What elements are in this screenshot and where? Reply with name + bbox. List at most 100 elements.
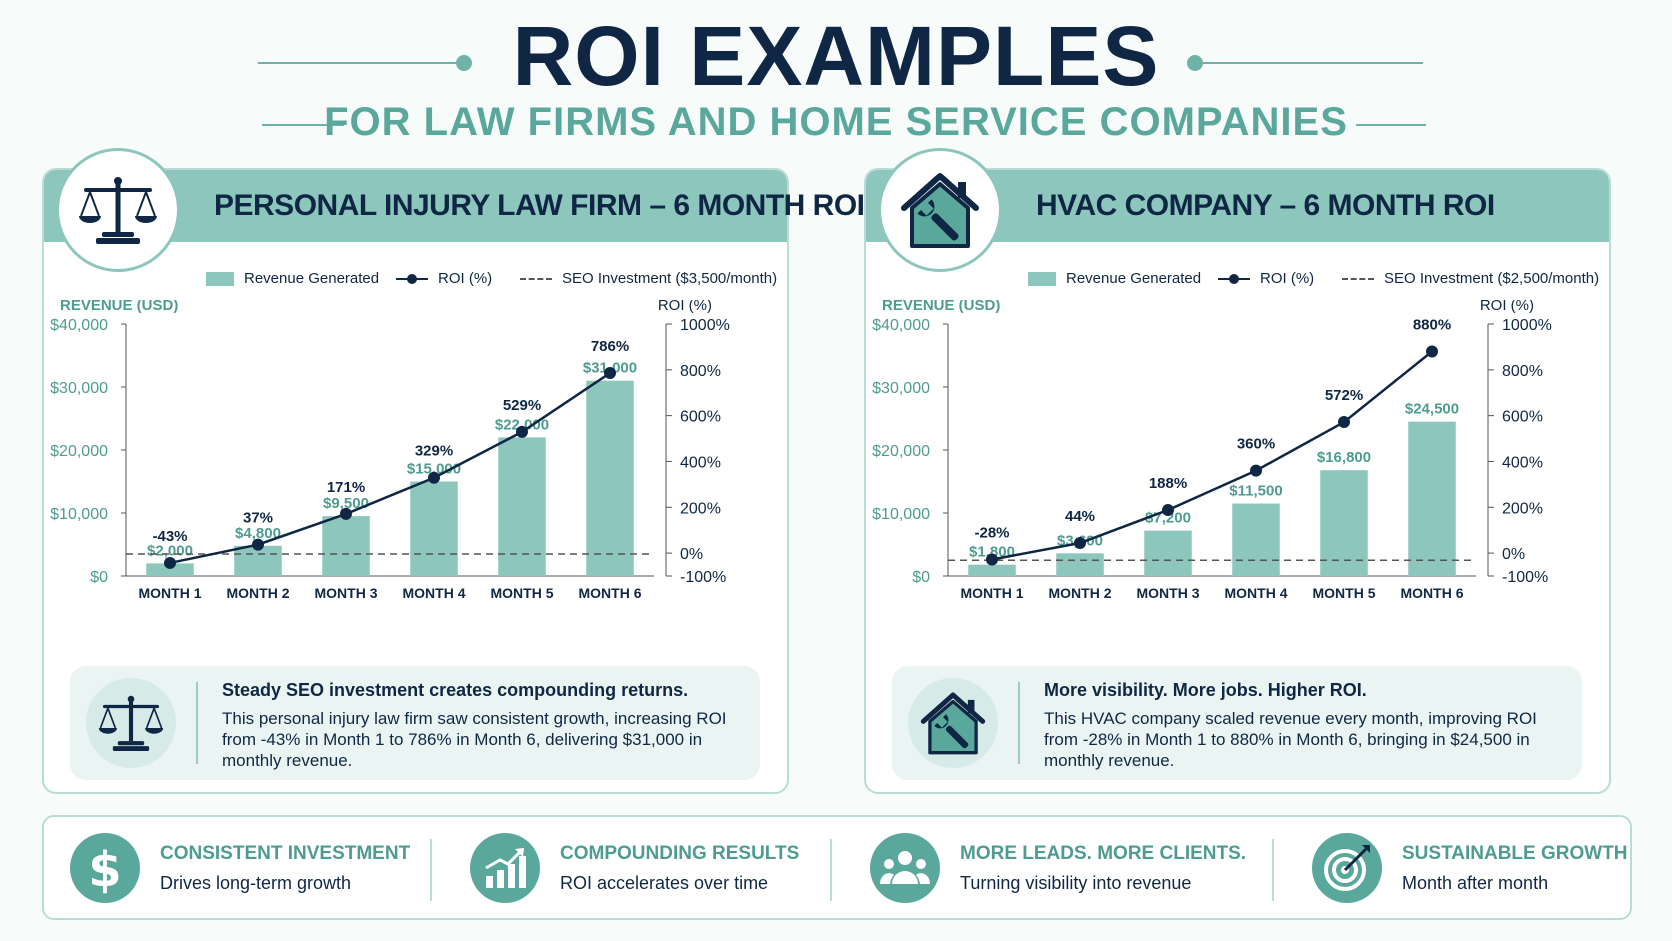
y2-tick-label: 400% xyxy=(680,454,721,471)
y-axis-title: REVENUE (USD) xyxy=(882,300,1000,314)
benefits-footer: $ CONSISTENT INVESTMENT Drives long-term… xyxy=(42,815,1632,920)
house-wrench-icon xyxy=(878,148,1002,272)
y2-tick-label: 800% xyxy=(1502,363,1543,380)
legend-investment: SEO Investment ($3,500/month) xyxy=(520,270,777,287)
roi-label: 786% xyxy=(591,338,629,355)
roi-point xyxy=(1338,416,1350,429)
revenue-bar xyxy=(1408,421,1456,576)
insight-divider xyxy=(1018,682,1020,764)
revenue-label: $16,800 xyxy=(1317,449,1371,466)
panel-title: PERSONAL INJURY LAW FIRM – 6 MONTH ROI xyxy=(214,189,865,222)
y-tick-label: $20,000 xyxy=(50,443,108,460)
revenue-label: $15,000 xyxy=(407,461,461,478)
roi-point xyxy=(1426,345,1438,358)
benefit-compounding-results: COMPOUNDING RESULTS ROI accelerates over… xyxy=(470,833,810,905)
benefit-consistent-investment: $ CONSISTENT INVESTMENT Drives long-term… xyxy=(70,833,410,905)
dollar-icon: $ xyxy=(70,833,140,903)
law-firm-panel: PERSONAL INJURY LAW FIRM – 6 MONTH ROI R… xyxy=(42,148,865,794)
x-tick-label: MONTH 2 xyxy=(227,585,290,601)
roi-point xyxy=(1250,464,1262,477)
roi-label: 329% xyxy=(415,443,453,460)
x-tick-label: MONTH 5 xyxy=(1313,585,1376,601)
y2-tick-label: -100% xyxy=(1502,569,1548,586)
y2-tick-label: 200% xyxy=(680,500,721,517)
title-left-rule xyxy=(258,62,458,64)
footer-divider xyxy=(1272,839,1274,901)
revenue-label: $22,000 xyxy=(495,416,549,433)
revenue-label: $11,500 xyxy=(1229,483,1282,500)
revenue-bar xyxy=(586,380,634,576)
y-tick-label: $0 xyxy=(912,569,930,586)
benefit-title: SUSTAINABLE GROWTH xyxy=(1402,843,1628,864)
y2-tick-label: 600% xyxy=(680,409,721,426)
scales-of-justice-icon xyxy=(86,678,176,768)
y2-tick-label: -100% xyxy=(680,569,726,586)
legend-investment-marker xyxy=(1342,277,1374,280)
y-tick-label: $30,000 xyxy=(872,380,930,397)
x-tick-label: MONTH 1 xyxy=(961,585,1024,601)
y2-axis-title: ROI (%) xyxy=(1480,300,1534,314)
y-tick-label: $30,000 xyxy=(50,380,108,397)
benefit-title: MORE LEADS. MORE CLIENTS. xyxy=(960,843,1247,864)
target-icon xyxy=(1312,833,1382,903)
legend-roi: ROI (%) xyxy=(396,270,492,287)
roi-point xyxy=(428,471,440,484)
roi-point xyxy=(516,425,528,438)
legend-roi: ROI (%) xyxy=(1218,270,1314,287)
legend-revenue-label: Revenue Generated xyxy=(244,270,380,287)
x-tick-label: MONTH 3 xyxy=(1137,585,1200,601)
roi-label: 360% xyxy=(1237,436,1275,453)
roi-line xyxy=(991,350,1433,561)
y2-axis-title: ROI (%) xyxy=(658,300,712,314)
growth-chart-icon xyxy=(470,833,540,903)
revenue-bar xyxy=(1144,530,1192,576)
revenue-bar xyxy=(498,437,546,576)
roi-label: 37% xyxy=(243,510,273,527)
benefit-subtitle: ROI accelerates over time xyxy=(560,873,769,893)
roi-point xyxy=(340,507,352,520)
y2-tick-label: 0% xyxy=(1502,546,1525,563)
legend-investment-marker xyxy=(520,277,552,280)
legend-revenue: Revenue Generated xyxy=(1028,270,1201,287)
y-tick-label: $10,000 xyxy=(872,506,930,523)
x-tick-label: MONTH 6 xyxy=(1401,585,1464,601)
legend-revenue-swatch xyxy=(1028,271,1056,286)
legend-revenue: Revenue Generated xyxy=(206,270,379,287)
roi-label: 572% xyxy=(1325,387,1363,404)
roi-label: 171% xyxy=(327,479,365,496)
y2-tick-label: 1000% xyxy=(680,317,730,334)
panel-title: HVAC COMPANY – 6 MONTH ROI xyxy=(1036,189,1495,222)
legend-roi-label: ROI (%) xyxy=(438,270,493,287)
roi-label: -28% xyxy=(974,525,1009,542)
benefit-subtitle: Turning visibility into revenue xyxy=(960,873,1192,893)
legend-roi-label: ROI (%) xyxy=(1260,270,1315,287)
subtitle-right-rule xyxy=(1356,124,1426,126)
roi-chart: REVENUE (USD) ROI (%) $0 $10,000 $20,000 $30,… xyxy=(50,300,730,601)
benefit-more-leads: MORE LEADS. MORE CLIENTS. Turning visibi… xyxy=(870,833,1250,905)
revenue-label: $4,800 xyxy=(235,525,281,542)
y2-tick-label: 400% xyxy=(1502,454,1543,471)
legend-revenue-label: Revenue Generated xyxy=(1066,270,1202,287)
revenue-bar xyxy=(968,564,1016,576)
hvac-panel: HVAC COMPANY – 6 MONTH ROI Revenue Gener… xyxy=(864,148,1611,794)
y-tick-label: $20,000 xyxy=(872,443,930,460)
revenue-bar xyxy=(234,545,282,576)
revenue-bar xyxy=(322,516,370,576)
roi-point xyxy=(604,367,616,380)
insight-heading: More visibility. More jobs. Higher ROI. xyxy=(1044,680,1367,700)
roi-point xyxy=(164,556,176,569)
page-title: ROI EXAMPLES xyxy=(512,9,1160,103)
svg-text:$: $ xyxy=(88,842,121,894)
legend-investment-label: SEO Investment ($2,500/month) xyxy=(1384,270,1600,287)
y-axis-title: REVENUE (USD) xyxy=(60,300,178,314)
people-group-icon xyxy=(870,833,940,903)
x-tick-label: MONTH 3 xyxy=(315,585,378,601)
revenue-bar xyxy=(1320,470,1368,576)
insight-card: Steady SEO investment creates compoundin… xyxy=(70,666,760,780)
roi-label: 880% xyxy=(1413,316,1451,333)
roi-label: 188% xyxy=(1149,475,1187,492)
y2-tick-label: 0% xyxy=(680,546,703,563)
subtitle-left-rule xyxy=(262,124,344,126)
roi-point xyxy=(1074,537,1086,550)
roi-line xyxy=(169,371,611,565)
